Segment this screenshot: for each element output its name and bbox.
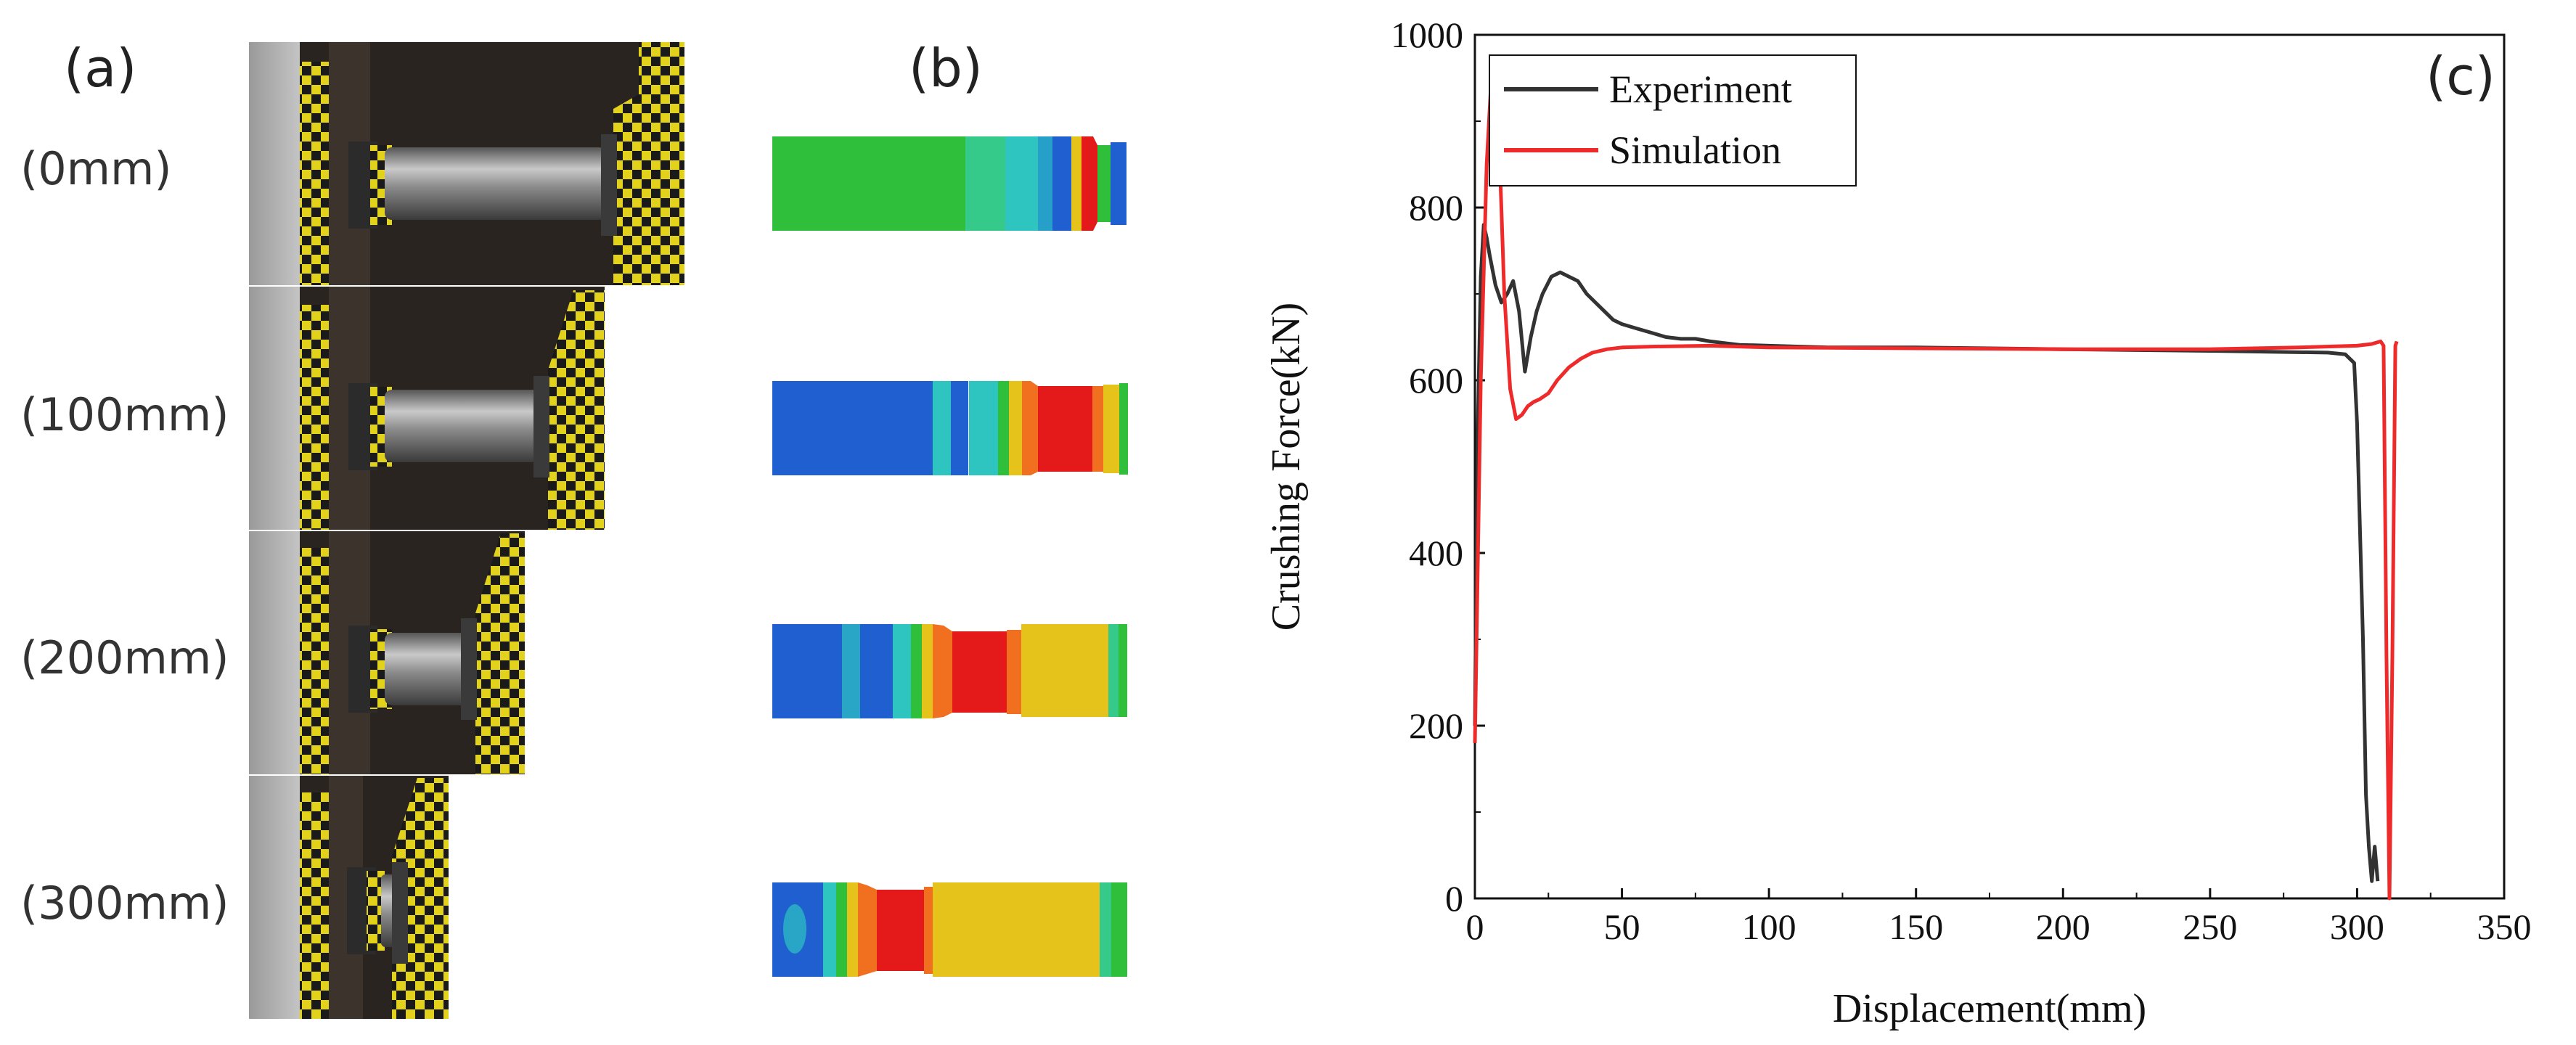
y-tick-label: 1000 bbox=[1391, 15, 1463, 55]
x-tick-label: 350 bbox=[2477, 906, 2532, 947]
photo-0mm bbox=[249, 42, 684, 285]
x-axis-label: Displacement(mm) bbox=[1833, 986, 2146, 1031]
x-tick-label: 50 bbox=[1604, 906, 1640, 947]
x-tick-label: 100 bbox=[1742, 906, 1796, 947]
experiment-photos bbox=[249, 42, 684, 1019]
y-tick-label: 400 bbox=[1409, 533, 1463, 573]
photo-100mm bbox=[249, 287, 605, 530]
legend-label-simulation: Simulation bbox=[1609, 128, 1781, 172]
y-tick-label: 200 bbox=[1409, 705, 1463, 746]
fem-tube-200mm bbox=[772, 624, 1127, 718]
fem-tube-100mm bbox=[772, 381, 1128, 475]
y-tick-label: 0 bbox=[1445, 878, 1463, 919]
force-displacement-chart: 0 50 100 150 200 250 300 350 0 200 400 600 800 1000 Di… bbox=[1264, 15, 2532, 1031]
row-label-100mm: (100mm) bbox=[20, 388, 229, 441]
row-label-200mm: (200mm) bbox=[20, 631, 229, 684]
y-tick-label: 800 bbox=[1409, 187, 1463, 228]
panel-a-label: (a) bbox=[64, 38, 137, 99]
x-tick-label: 200 bbox=[2036, 906, 2090, 947]
legend-box bbox=[1489, 54, 1857, 187]
row-label-300mm: (300mm) bbox=[20, 877, 229, 930]
y-tick-label: 600 bbox=[1409, 360, 1463, 401]
x-tick-label: 250 bbox=[2183, 906, 2237, 947]
row-label-0mm: (0mm) bbox=[20, 142, 172, 195]
legend-label-experiment: Experiment bbox=[1609, 67, 1792, 111]
fem-tube-0mm bbox=[772, 136, 1127, 231]
x-tick-label: 0 bbox=[1466, 906, 1484, 947]
x-tick-label: 300 bbox=[2330, 906, 2384, 947]
y-axis-label: Crushing Force(kN) bbox=[1264, 303, 1309, 631]
series-line-experiment bbox=[1473, 223, 2380, 883]
fem-tube-300mm bbox=[772, 882, 1127, 977]
photo-300mm bbox=[249, 776, 449, 1019]
fem-contours bbox=[772, 136, 1128, 977]
panel-c-label: (c) bbox=[2426, 46, 2495, 107]
photo-200mm bbox=[249, 531, 525, 774]
panel-b-label: (b) bbox=[909, 38, 983, 99]
x-tick-label: 150 bbox=[1889, 906, 1943, 947]
series-line-simulation bbox=[1473, 54, 2399, 901]
